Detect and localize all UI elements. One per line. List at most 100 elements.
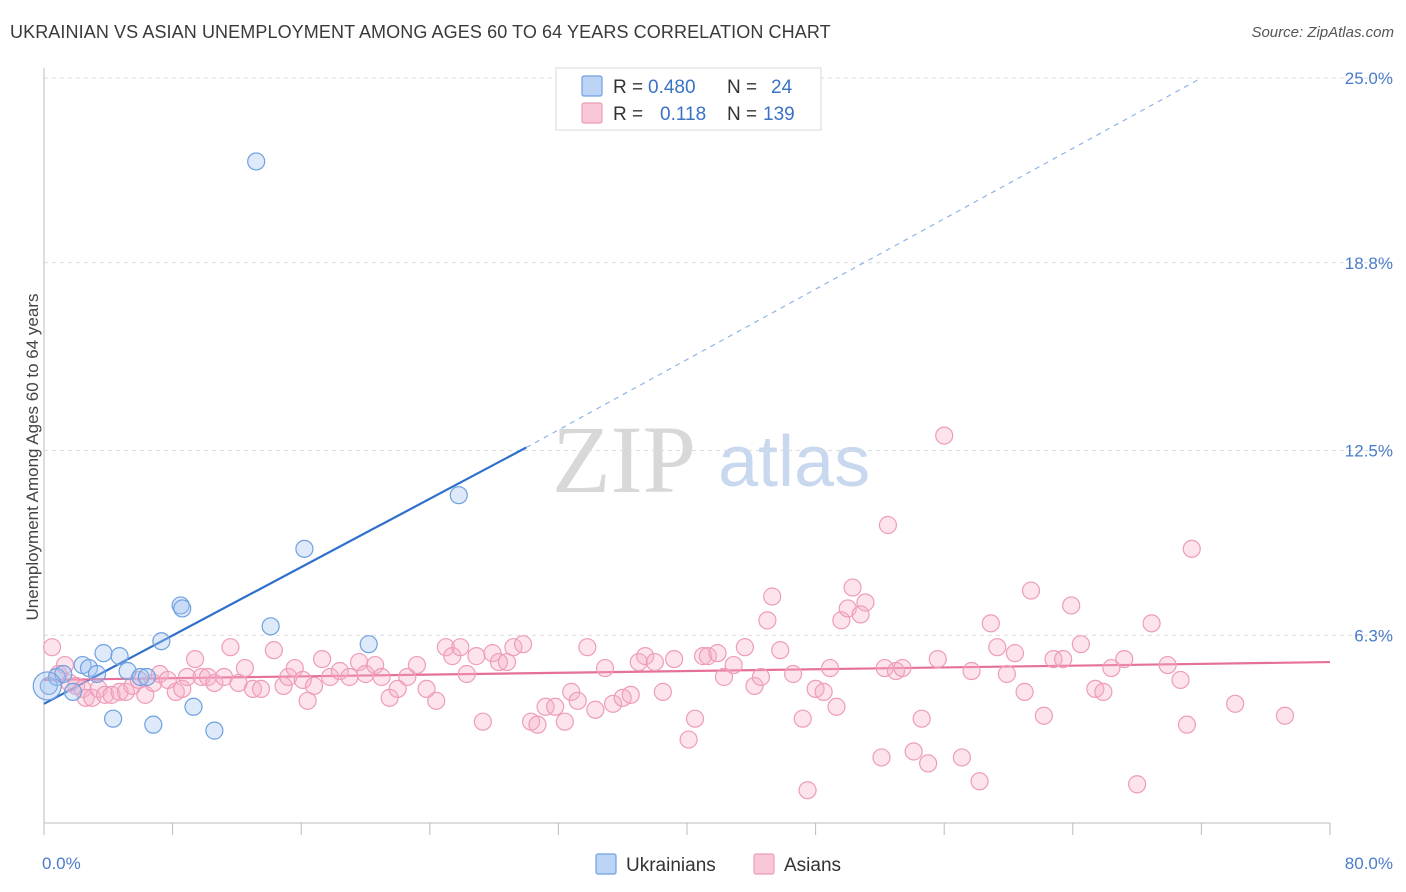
point-asians: [398, 667, 417, 687]
legend-swatch-ukrainians: [595, 853, 617, 875]
point-asians: [988, 638, 1007, 657]
point-asians: [304, 676, 324, 696]
point-asians: [1127, 775, 1147, 794]
point-asians: [1034, 706, 1053, 725]
point-asians: [1102, 658, 1121, 678]
tick-labels: 6.3% 12.5% 18.8% 25.0% 0.0% 80.0%: [42, 69, 1393, 873]
point-asians: [546, 697, 565, 716]
legend-r-label: R =: [613, 104, 643, 125]
point-asians: [724, 655, 743, 675]
point-asians: [1115, 649, 1134, 669]
point-asians: [595, 658, 615, 678]
point-asians: [636, 647, 655, 666]
point-asians: [1062, 596, 1081, 615]
point-asians: [1158, 655, 1177, 675]
legend-r-value: 0.480: [648, 77, 696, 98]
point-asians: [1071, 635, 1090, 654]
point-asians: [814, 682, 833, 701]
point-asians: [473, 712, 492, 731]
legend-n-label: N =: [727, 104, 757, 125]
point-asians: [235, 658, 255, 678]
point-asians: [568, 691, 587, 710]
trend-line-ukrainians-extension: [525, 77, 1202, 449]
point-asians: [745, 676, 764, 696]
point-asians: [878, 515, 898, 535]
y-axis-label: Unemployment Among Ages 60 to 64 years: [23, 294, 42, 621]
point-ukrainians: [32, 671, 62, 701]
point-ukrainians: [449, 486, 468, 505]
point-asians: [264, 641, 283, 660]
point-asians: [843, 578, 862, 597]
source-label: Source: ZipAtlas.com: [1251, 24, 1394, 41]
y-tick-label: 25.0%: [1345, 69, 1393, 88]
point-asians: [483, 644, 502, 663]
point-asians: [1015, 682, 1034, 701]
watermark-atlas: atlas: [718, 422, 870, 502]
point-asians: [407, 655, 427, 675]
legend-correlation: R = 0.480 N = 24 R = 0.118 N = 139: [555, 67, 822, 131]
point-asians: [798, 781, 817, 800]
point-asians: [427, 691, 446, 710]
point-asians: [1275, 706, 1295, 725]
point-ukrainians: [171, 596, 190, 615]
point-asians: [372, 667, 391, 687]
point-asians: [856, 593, 875, 612]
point-asians: [293, 670, 312, 690]
point-asians: [758, 611, 777, 630]
point-ukrainians: [104, 709, 123, 728]
point-asians: [457, 664, 476, 684]
point-asians: [962, 661, 981, 681]
point-ukrainians: [247, 152, 266, 171]
point-asians: [827, 697, 846, 716]
point-asians: [771, 641, 790, 660]
point-asians: [653, 682, 672, 701]
point-ukrainians: [63, 682, 83, 701]
point-asians: [679, 730, 698, 749]
point-asians: [935, 426, 954, 445]
point-ukrainians: [205, 721, 224, 740]
chart-title: UKRAINIAN VS ASIAN UNEMPLOYMENT AMONG AG…: [10, 22, 831, 42]
point-asians: [665, 649, 684, 669]
legend-swatch-asians: [581, 102, 603, 124]
legend-label-asians: Asians: [784, 855, 841, 876]
point-asians: [1054, 649, 1073, 669]
point-asians: [1142, 614, 1161, 633]
point-asians: [603, 694, 623, 713]
point-asians: [763, 587, 782, 606]
point-asians: [177, 667, 197, 687]
legend-swatch-ukrainians: [581, 75, 603, 97]
data-points: [32, 152, 1295, 800]
point-asians: [872, 748, 891, 767]
point-asians: [952, 748, 971, 767]
point-asians: [1182, 539, 1201, 558]
point-asians: [186, 649, 205, 669]
point-asians: [970, 772, 989, 791]
legend-series: Ukrainians Asians: [595, 853, 841, 876]
legend-n-value: 24: [771, 77, 793, 98]
point-asians: [221, 638, 240, 657]
point-ukrainians: [295, 539, 314, 558]
point-asians: [820, 658, 840, 678]
point-asians: [1044, 649, 1063, 669]
point-asians: [912, 709, 931, 728]
point-asians: [42, 638, 62, 657]
point-asians: [312, 649, 332, 669]
legend-r-label: R =: [613, 77, 643, 98]
watermark-zip: ZIP: [552, 406, 696, 513]
point-asians: [919, 754, 938, 773]
point-asians: [685, 709, 705, 728]
point-asians: [1226, 694, 1245, 713]
trend-lines: [43, 77, 1331, 705]
point-asians: [1094, 682, 1113, 701]
point-asians: [621, 685, 640, 704]
point-asians: [997, 664, 1016, 684]
point-asians: [513, 635, 533, 654]
point-asians: [330, 661, 349, 681]
point-asians: [451, 638, 470, 657]
point-ukrainians: [110, 647, 129, 666]
point-asians: [1021, 581, 1041, 600]
point-ukrainians: [359, 635, 378, 654]
y-tick-label: 18.8%: [1345, 254, 1393, 273]
point-asians: [1177, 715, 1197, 734]
